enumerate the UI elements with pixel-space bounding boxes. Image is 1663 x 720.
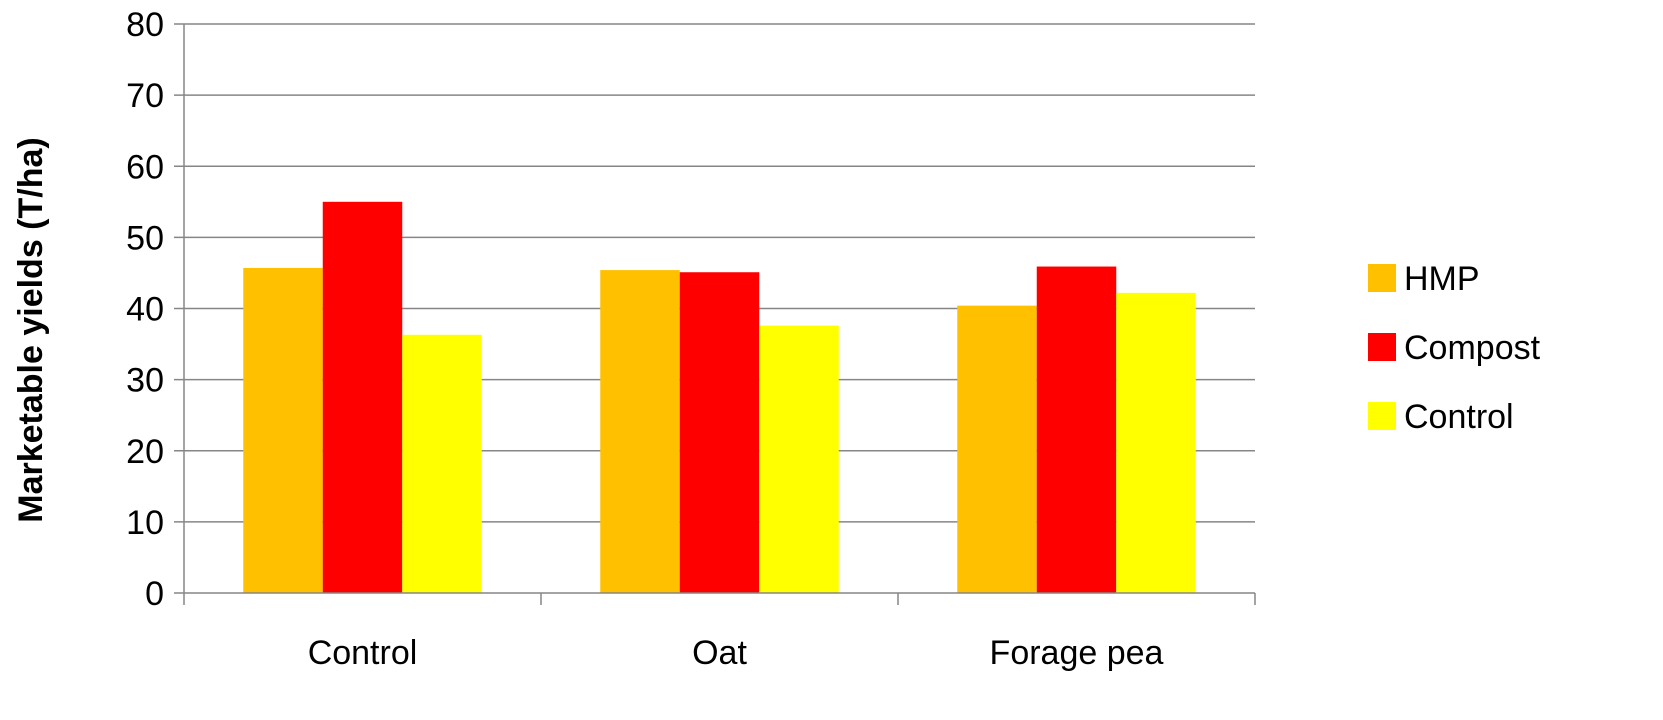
legend-swatch — [1368, 333, 1396, 361]
legend-label: HMP — [1404, 260, 1480, 298]
y-tick-labels: 0 10 20 30 40 50 60 70 80 — [126, 6, 164, 613]
legend: HMP Compost Control — [1368, 260, 1541, 436]
legend-label: Compost — [1404, 329, 1541, 367]
x-category-label: Forage pea — [990, 634, 1164, 672]
bar — [759, 325, 839, 593]
bar — [1116, 292, 1196, 593]
bar — [679, 272, 760, 593]
bar — [322, 201, 403, 593]
y-tick-label: 0 — [145, 575, 164, 613]
y-tick-label: 50 — [126, 219, 164, 257]
legend-label: Control — [1404, 398, 1514, 436]
y-tick-label: 10 — [126, 504, 164, 542]
legend-swatch — [1368, 402, 1396, 430]
y-tick-label: 70 — [126, 77, 164, 115]
bars — [243, 201, 1196, 593]
bar — [1036, 266, 1117, 593]
y-tick-label: 40 — [126, 291, 164, 329]
legend-swatch — [1368, 264, 1396, 292]
x-category-labels: Control Oat Forage pea — [308, 634, 1164, 672]
axes — [174, 23, 1256, 605]
y-axis-title: Marketable yields (T/ha) — [12, 137, 50, 522]
bar — [600, 270, 680, 593]
y-tick-label: 30 — [126, 362, 164, 400]
bar — [957, 305, 1037, 593]
bar — [243, 267, 323, 593]
bar — [402, 334, 482, 593]
y-tick-label: 80 — [126, 6, 164, 44]
x-category-label: Control — [308, 634, 418, 672]
x-category-label: Oat — [692, 634, 747, 672]
y-tick-label: 20 — [126, 433, 164, 471]
y-tick-label: 60 — [126, 148, 164, 186]
